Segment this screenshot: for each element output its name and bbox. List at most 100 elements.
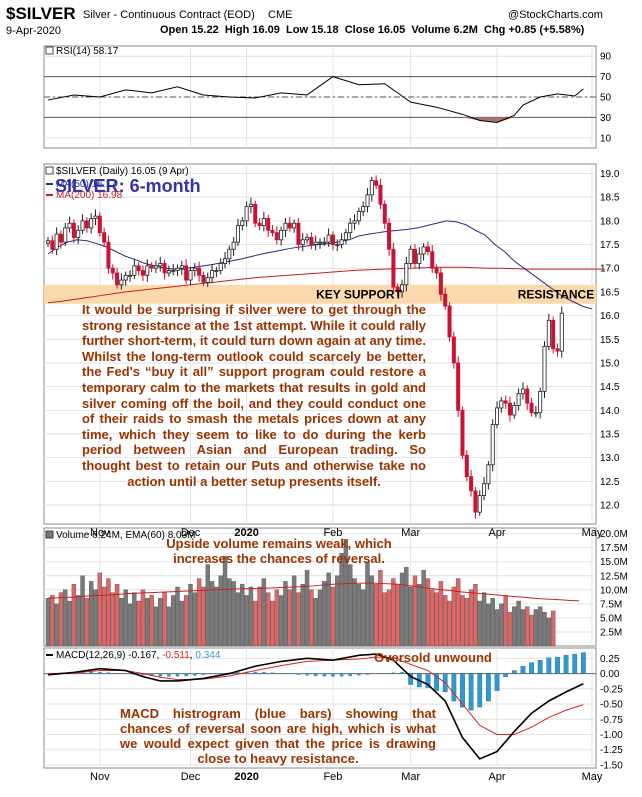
high-label: High bbox=[224, 24, 250, 36]
price-candle bbox=[339, 239, 344, 245]
key-support-band bbox=[44, 284, 596, 304]
price-candle bbox=[140, 270, 145, 276]
volume-bar bbox=[404, 567, 409, 647]
price-candle bbox=[443, 293, 448, 307]
price-candle bbox=[132, 265, 137, 276]
macd-histogram-bar bbox=[80, 671, 85, 674]
volume-bar bbox=[153, 606, 159, 647]
volume-bar bbox=[525, 606, 530, 647]
price-tick-label: 12.0 bbox=[600, 501, 620, 512]
macd-signal-line bbox=[47, 656, 584, 735]
volume-tick-label: 10.0M bbox=[600, 585, 628, 596]
price-candle bbox=[128, 274, 133, 277]
volume-bar bbox=[322, 581, 327, 647]
price-candle bbox=[391, 248, 396, 288]
price-x-label: Dec bbox=[181, 527, 201, 539]
macd-histogram-bar bbox=[322, 673, 327, 677]
macd-legend-value: MACD(12,26,9) -0.167, bbox=[56, 650, 162, 661]
macd-histogram-bar bbox=[287, 673, 292, 675]
price-candle bbox=[240, 220, 245, 226]
price-candle bbox=[546, 319, 551, 347]
volume-bar bbox=[45, 598, 51, 647]
price-tick-label: 16.5 bbox=[600, 287, 620, 298]
price-candle bbox=[525, 388, 530, 404]
price-candle bbox=[197, 267, 202, 276]
macd-histogram-bar bbox=[236, 672, 240, 674]
macd-histogram-bar bbox=[460, 673, 465, 708]
volume-bar bbox=[529, 614, 534, 647]
volume-bar bbox=[179, 600, 185, 647]
volume-bar bbox=[373, 583, 379, 647]
volume-bar bbox=[50, 595, 55, 647]
volume-bar bbox=[546, 617, 552, 647]
volume-bar bbox=[76, 595, 81, 647]
macd-histogram-bar bbox=[98, 671, 102, 674]
macd-histogram-bar bbox=[149, 673, 154, 677]
macd-x-label: Mar bbox=[401, 771, 420, 783]
macd-histogram-bar bbox=[494, 673, 500, 691]
volume-bar bbox=[84, 598, 90, 647]
price-candle bbox=[287, 222, 292, 229]
macd-x-label: Feb bbox=[323, 771, 342, 783]
volume-bar bbox=[270, 600, 275, 647]
volume-bar bbox=[58, 592, 64, 647]
volume-bar bbox=[304, 569, 310, 647]
volume-bar bbox=[464, 598, 469, 647]
price-candle bbox=[119, 279, 124, 286]
macd-histogram-bar bbox=[167, 673, 171, 677]
volume-bar bbox=[542, 612, 547, 647]
volume-bar bbox=[209, 581, 215, 647]
price-candle bbox=[80, 220, 85, 231]
price-candle bbox=[102, 232, 107, 243]
price-candle bbox=[93, 215, 98, 219]
price-candle bbox=[76, 229, 81, 238]
macd-histogram-bar bbox=[123, 673, 128, 675]
price-candle bbox=[162, 263, 167, 274]
volume-bar bbox=[227, 578, 232, 647]
volume-bar bbox=[421, 569, 426, 647]
price-candle bbox=[305, 237, 310, 241]
price-candle bbox=[430, 251, 435, 269]
volume-bar bbox=[175, 586, 180, 647]
volume-legend: Volume 6.24M, EMA(60) 8.03M bbox=[56, 530, 196, 541]
macd-histogram-bar bbox=[580, 652, 586, 674]
price-annotation-box: It would be surprising if silver were to… bbox=[82, 302, 426, 489]
price-candle bbox=[270, 229, 275, 234]
volume-bar bbox=[123, 589, 128, 647]
price-candle bbox=[512, 405, 517, 416]
volume-bar bbox=[438, 581, 444, 647]
price-candle bbox=[495, 407, 500, 425]
price-candle bbox=[555, 348, 560, 352]
volume-label: Volume bbox=[411, 24, 451, 36]
macd-histogram-bar bbox=[555, 656, 560, 674]
volume-bar bbox=[192, 592, 197, 647]
volume-bar bbox=[218, 575, 223, 647]
volume-tick-label: 2.5M bbox=[600, 627, 622, 638]
price-candle bbox=[516, 393, 521, 406]
volume-bar bbox=[119, 598, 124, 647]
price-x-label: Feb bbox=[323, 527, 342, 539]
price-candle bbox=[214, 270, 219, 272]
low-value: 15.18 bbox=[311, 24, 339, 36]
site-credit[interactable]: @StockCharts.com bbox=[508, 9, 603, 21]
macd-legend: MACD(12,26,9) -0.167, -0.511, 0.344 bbox=[56, 650, 221, 661]
macd-histogram-bar bbox=[331, 673, 335, 677]
macd-histogram-bar bbox=[477, 673, 483, 708]
volume-bar bbox=[520, 609, 526, 647]
volume-bar bbox=[417, 583, 422, 647]
price-candle bbox=[106, 241, 111, 269]
price-candle bbox=[490, 424, 495, 466]
macd-histogram-bar bbox=[184, 673, 188, 677]
macd-histogram-bar bbox=[296, 673, 301, 675]
price-candle bbox=[279, 229, 284, 241]
rsi-tick-label: 90 bbox=[600, 52, 612, 63]
macd-x-label: 2020 bbox=[234, 771, 258, 783]
macd-annotation: MACD histrogram (blue bars) showing that… bbox=[120, 706, 436, 766]
volume-bar bbox=[326, 572, 331, 647]
volume-bar bbox=[430, 589, 435, 647]
volume-tick-label: 15.0M bbox=[600, 557, 628, 568]
price-candle bbox=[227, 248, 232, 260]
price-x-label: 2020 bbox=[234, 527, 258, 539]
